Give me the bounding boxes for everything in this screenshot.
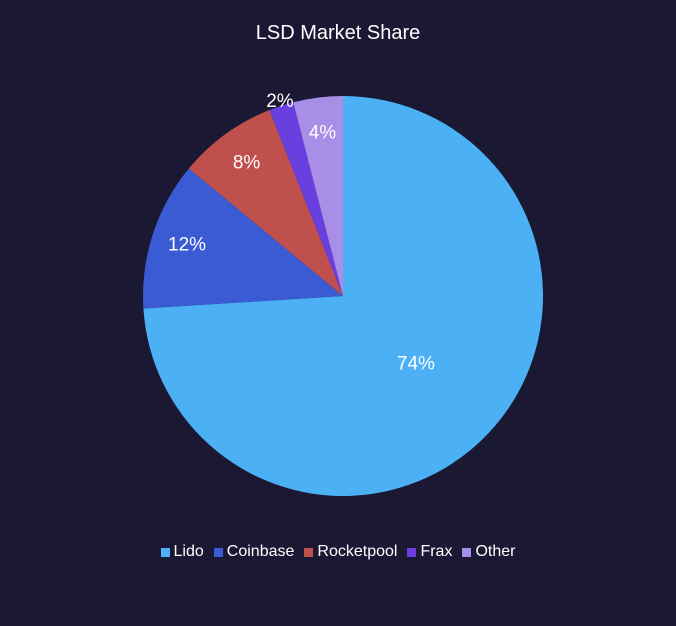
legend-item-lido: Lido (160, 543, 204, 561)
legend-item-coinbase: Coinbase (213, 543, 295, 561)
legend-swatch (462, 547, 472, 557)
pie-slice-rocketpool (188, 110, 343, 296)
slice-label-lido: 74% (397, 353, 435, 374)
pie-slice-coinbase (143, 168, 343, 309)
slice-label-other: 4% (309, 122, 337, 143)
slice-label-rocketpool: 8% (233, 152, 261, 173)
legend-label: Other (475, 543, 516, 560)
slice-label-frax: 2% (266, 91, 294, 112)
legend-item-frax: Frax (407, 543, 452, 561)
legend: Lido Coinbase Rocketpool Frax Other (0, 543, 676, 561)
pie-slice-lido (143, 96, 544, 496)
pie-slice-frax (269, 102, 343, 296)
legend-label: Rocketpool (317, 543, 398, 560)
legend-label: Frax (420, 543, 453, 560)
legend-label: Coinbase (226, 543, 295, 560)
slice-label-coinbase: 12% (168, 234, 206, 255)
pie-slice-other (293, 96, 343, 296)
legend-item-rocketpool: Rocketpool (304, 543, 397, 561)
legend-label: Lido (173, 543, 204, 560)
legend-item-other: Other (462, 543, 515, 561)
legend-swatch (160, 547, 170, 557)
legend-swatch (304, 547, 314, 557)
legend-swatch (407, 547, 417, 557)
legend-swatch (213, 547, 223, 557)
chart-title: LSD Market Share (255, 22, 421, 44)
